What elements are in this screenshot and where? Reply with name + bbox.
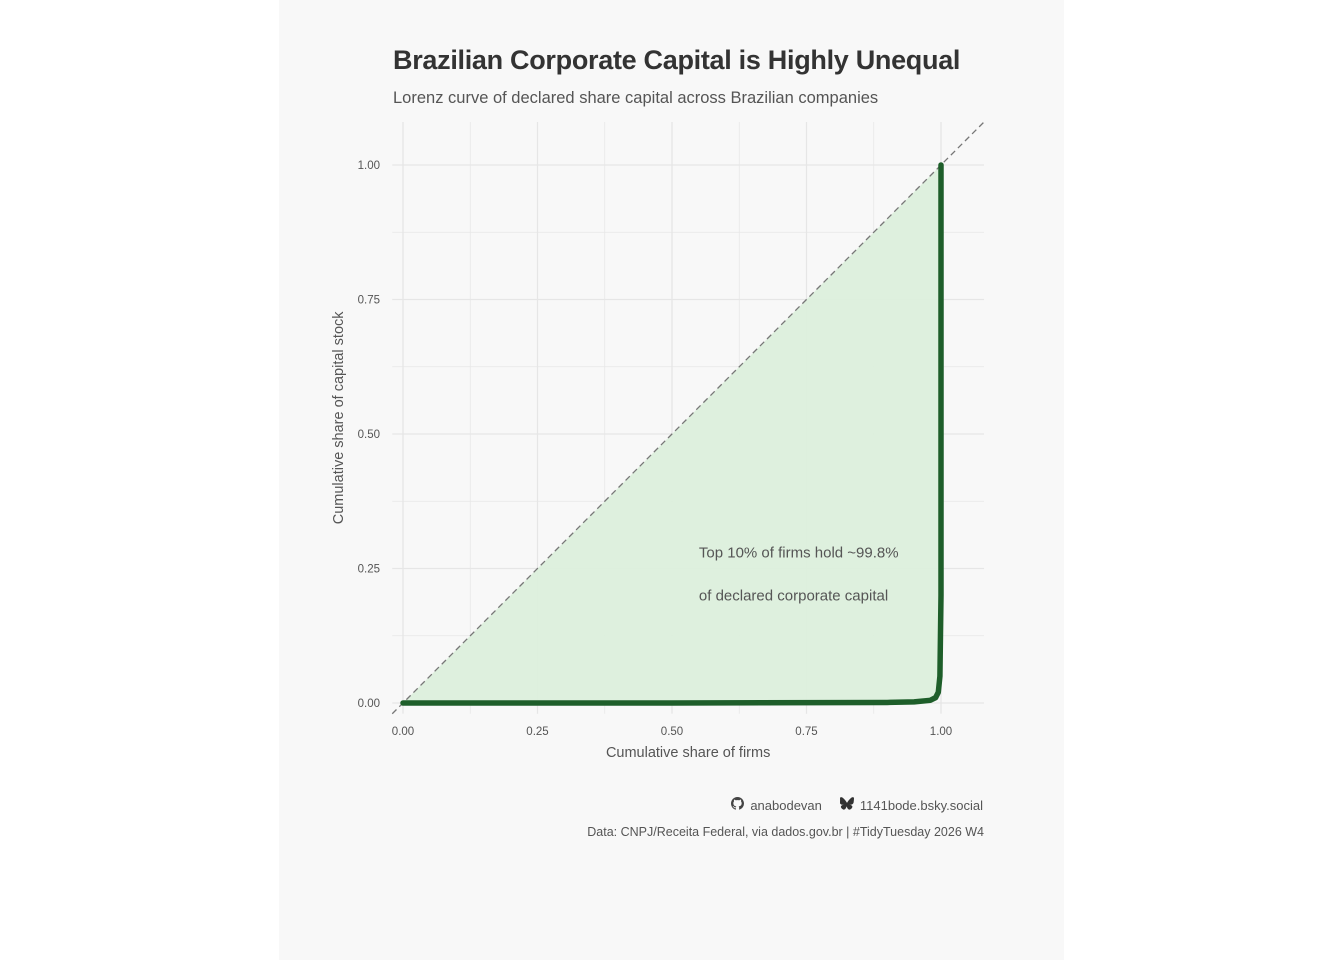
y-tick-label: 0.75 [358, 295, 380, 307]
x-tick-label: 0.00 [392, 726, 414, 738]
y-tick-label: 0.00 [358, 698, 380, 710]
y-tick-label: 0.25 [358, 564, 380, 576]
y-axis-title: Cumulative share of capital stock [331, 311, 347, 525]
y-tick-label: 0.50 [358, 429, 380, 441]
chart-title: Brazilian Corporate Capital is Highly Un… [393, 45, 961, 75]
x-tick-label: 0.50 [661, 726, 683, 738]
x-tick-label: 0.75 [795, 726, 817, 738]
data-source-caption: Data: CNPJ/Receita Federal, via dados.go… [587, 825, 984, 839]
curve-layer [400, 162, 944, 706]
bluesky-butterfly-icon [839, 797, 854, 813]
lorenz-curve [400, 162, 944, 706]
author-credits: anabodevan 1141bode.bsky.social [731, 797, 983, 813]
annotation-line-1: Top 10% of firms hold ~99.8% [699, 545, 899, 562]
chart-subtitle: Lorenz curve of declared share capital a… [393, 89, 879, 107]
annotation-line-2: of declared corporate capital [699, 588, 888, 605]
y-tick-label: 1.00 [358, 160, 380, 172]
x-tick-label: 0.25 [526, 726, 548, 738]
x-tick-label: 1.00 [930, 726, 952, 738]
github-username: anabodevan [750, 797, 822, 813]
github-icon [731, 797, 745, 813]
x-axis-title: Cumulative share of firms [606, 745, 770, 761]
bluesky-handle: 1141bode.bsky.social [859, 797, 983, 813]
tick-labels: 0.00 0.25 0.50 0.75 1.00 0.00 0.25 0.50 0.75 1.00 [358, 160, 953, 738]
